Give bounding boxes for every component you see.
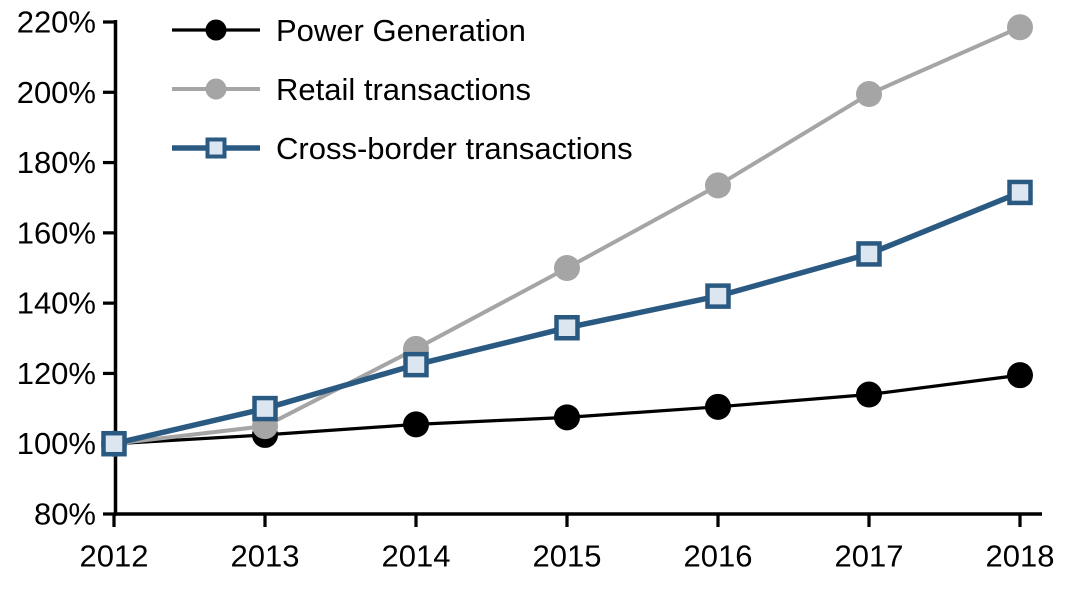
series-marker-square [856,241,882,267]
x-tick-label: 2013 [231,539,300,574]
legend-item-cross-border-transactions: Cross-border transactions [168,126,633,170]
x-tick-label: 2017 [835,539,904,574]
series-marker-circle [1007,362,1033,389]
legend-label-cross-border-transactions: Cross-border transactions [276,130,633,166]
series-marker-circle [205,78,227,100]
series-cross-border-transactions [101,179,1033,457]
series-marker-square [1007,179,1033,206]
x-tick-label: 2014 [382,539,451,574]
series-power-generation [101,362,1033,457]
series-marker-square [101,430,127,457]
series-marker-circle [705,172,731,199]
x-tick-label: 2012 [80,539,149,574]
legend-marker-retail-transactions-icon [172,78,260,100]
series-marker-circle [554,255,580,281]
y-tick-label: 160% [17,215,96,250]
y-tick-label: 100% [17,426,96,461]
y-tick-label: 220% [17,5,96,40]
y-tick-label: 120% [17,356,96,391]
series-marker-circle [403,411,429,438]
series-marker-square [205,137,227,159]
series-marker-circle [554,404,580,431]
series-marker-circle [856,81,882,108]
x-tick-label: 2016 [684,539,753,574]
legend-marker-power-generation-icon [172,19,260,41]
series-marker-square [554,314,580,341]
series-marker-circle [205,19,227,41]
legend: Power Generation Retail transactions Cro… [168,8,633,185]
legend-marker-cross-border-transactions-icon [172,137,260,159]
series-marker-square [403,351,429,378]
y-tick-label: 80% [34,497,96,532]
series-marker-circle [856,381,882,408]
y-tick-label: 180% [17,145,96,180]
series-marker-square [252,395,278,422]
legend-label-retail-transactions: Retail transactions [276,71,532,107]
legend-item-power-generation: Power Generation [168,8,633,52]
series-marker-circle [1007,14,1033,41]
x-tick-label: 2015 [533,539,602,574]
legend-label-power-generation: Power Generation [276,12,526,48]
y-tick-label: 200% [17,75,96,110]
y-tick-label: 140% [17,286,96,321]
legend-item-retail-transactions: Retail transactions [168,67,633,111]
series-marker-circle [705,393,731,420]
series-marker-square [705,283,731,309]
x-tick-label: 2018 [986,539,1055,574]
